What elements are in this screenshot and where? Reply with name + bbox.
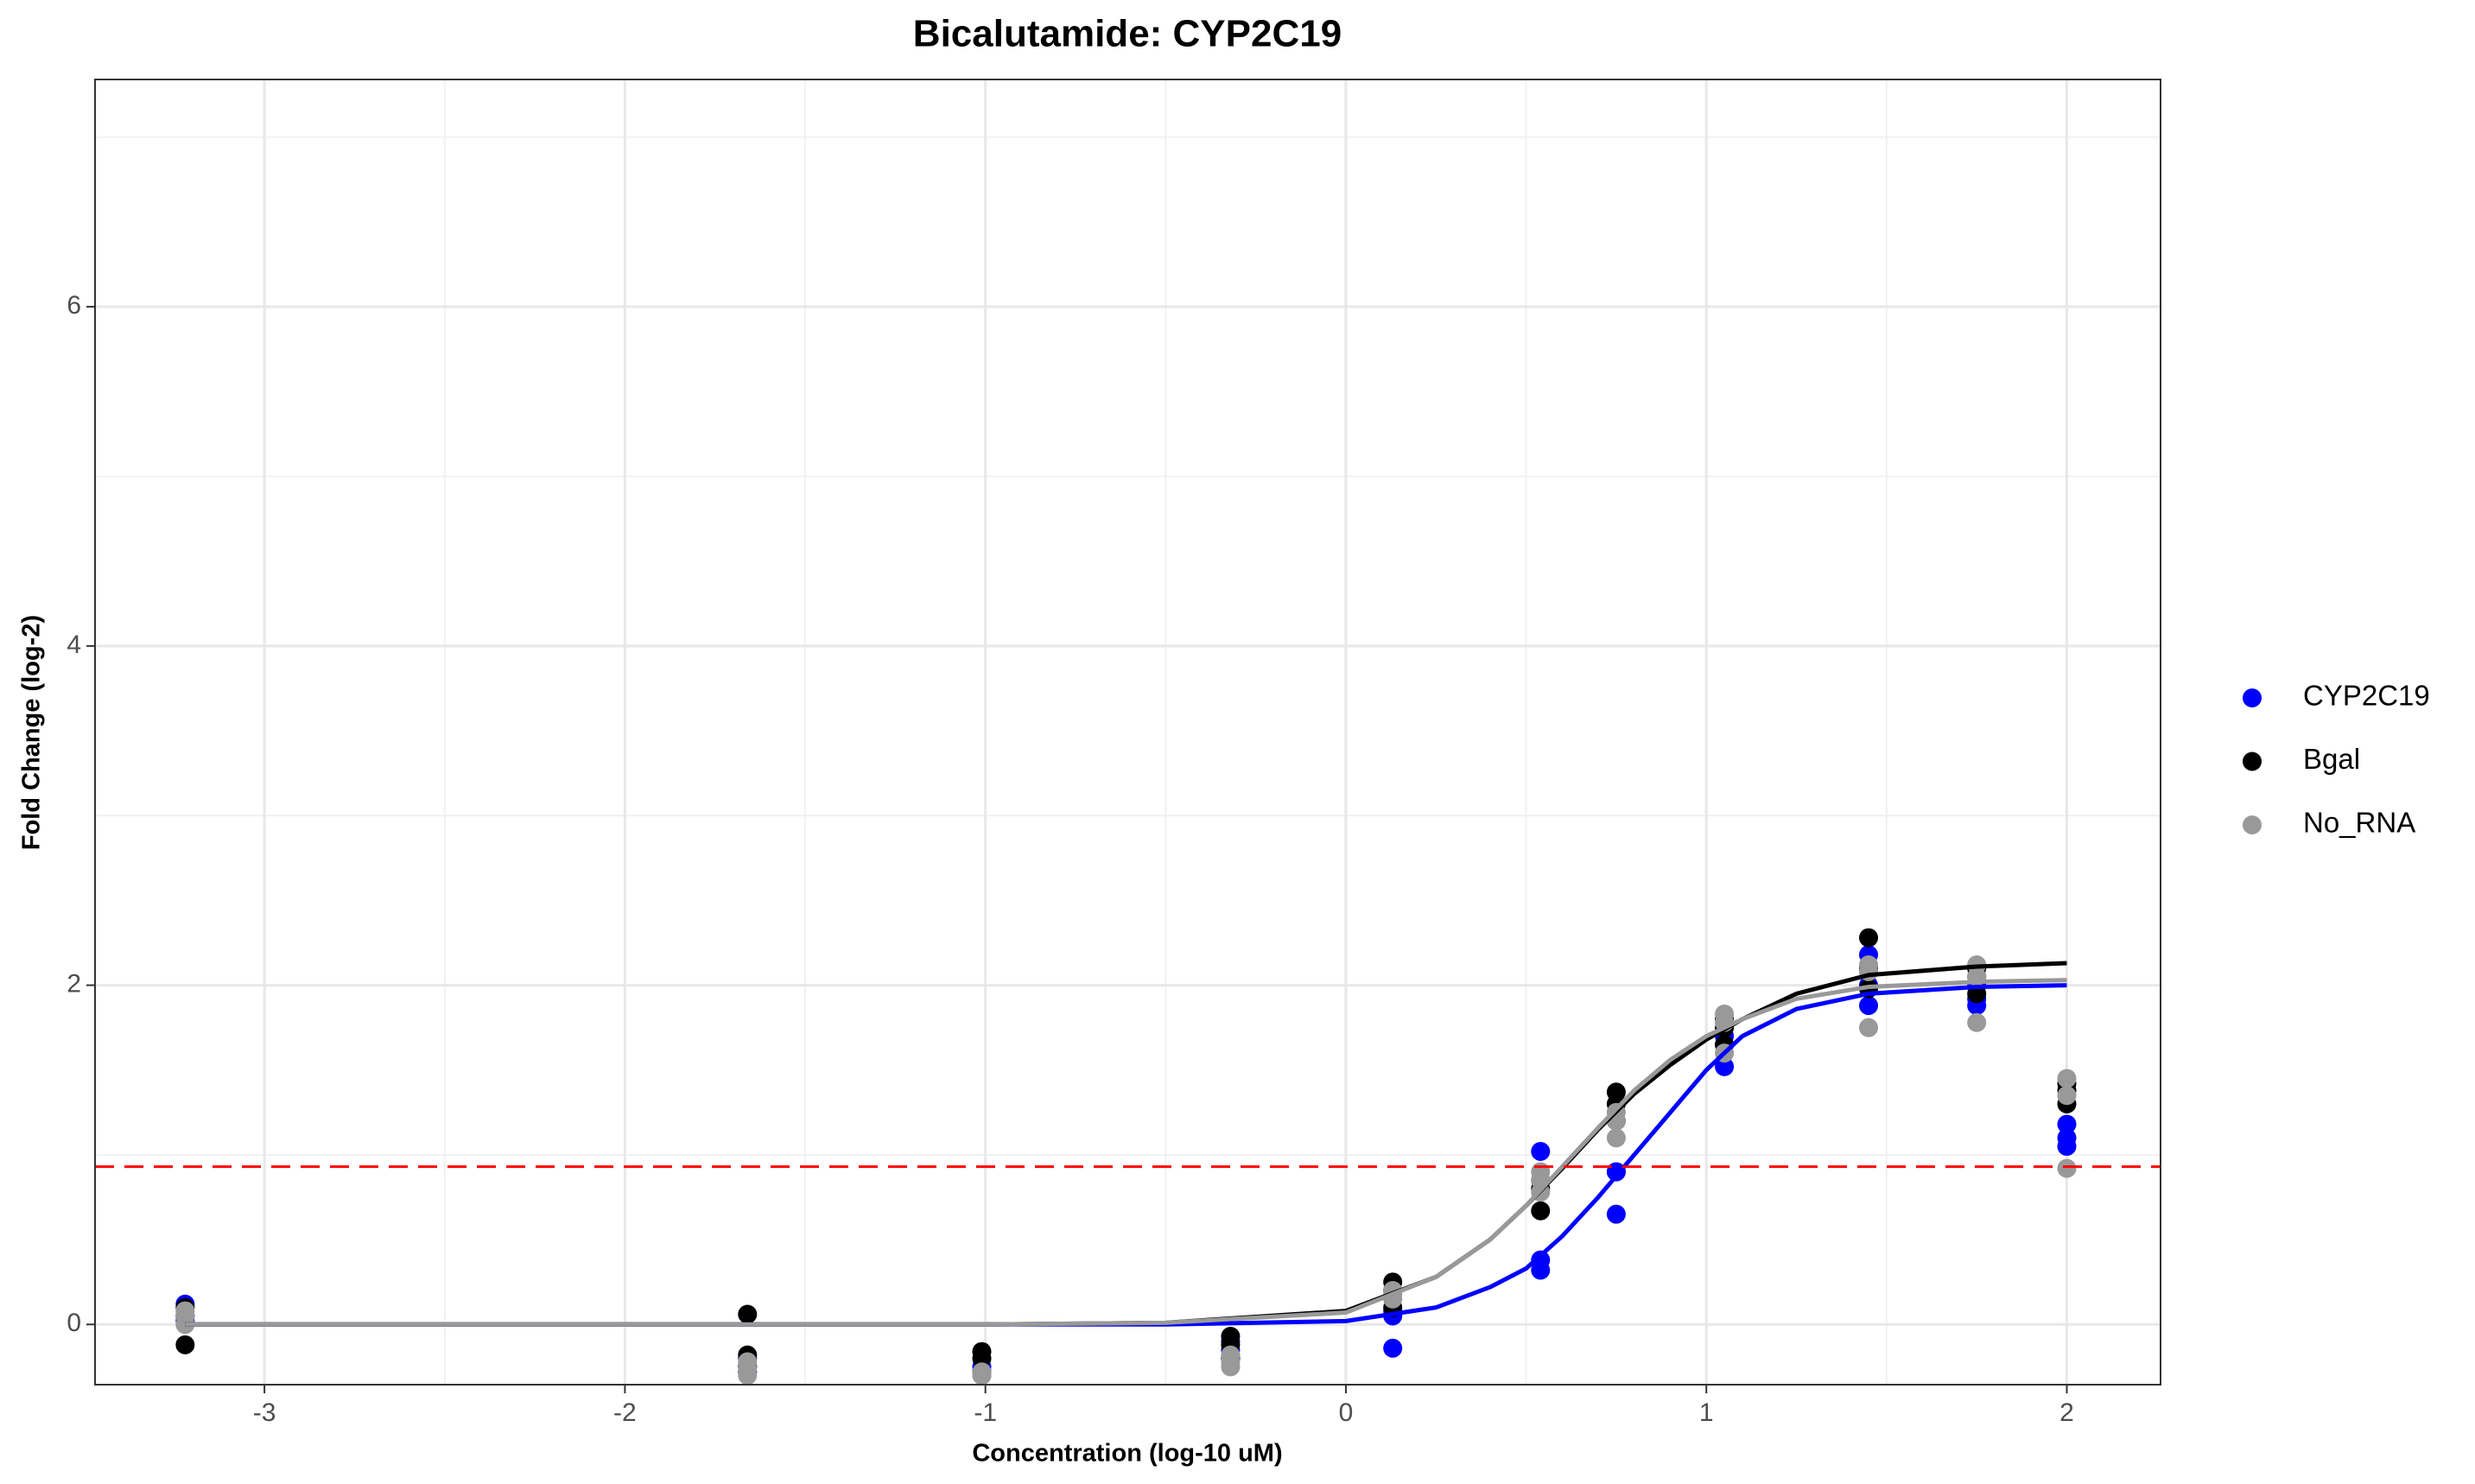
point — [1859, 955, 1879, 975]
x-tick-label: -1 — [974, 1398, 997, 1427]
legend-marker — [2243, 815, 2262, 834]
point — [175, 1301, 195, 1321]
point — [738, 1366, 758, 1386]
point — [1531, 1201, 1551, 1221]
plot-border — [94, 79, 2161, 1386]
y-tick-label: 0 — [67, 1309, 81, 1337]
legend-label: Bgal — [2303, 743, 2360, 775]
y-axis-title: Fold Change (log-2) — [18, 615, 46, 850]
point — [1606, 1204, 1626, 1224]
point — [1606, 1128, 1626, 1148]
point — [972, 1366, 992, 1386]
point — [2057, 1086, 2077, 1106]
point — [1859, 928, 1879, 948]
y-tick-label: 2 — [67, 969, 81, 998]
y-tick-label: 6 — [67, 291, 81, 320]
point — [1715, 1004, 1735, 1024]
point — [175, 1335, 195, 1354]
fit-curve — [185, 983, 2067, 1327]
legend-label: No_RNA — [2303, 807, 2415, 839]
x-tick-label: 1 — [1699, 1398, 1714, 1427]
x-tick-label: 0 — [1339, 1398, 1354, 1427]
point — [1715, 1056, 1735, 1076]
legend-label: CYP2C19 — [2303, 680, 2430, 712]
x-tick-label: -3 — [253, 1398, 276, 1427]
fit-curve — [185, 978, 2067, 1327]
point — [1383, 1338, 1403, 1358]
point — [1531, 1260, 1551, 1280]
point — [738, 1304, 758, 1324]
point — [2057, 1114, 2077, 1134]
legend-marker — [2243, 688, 2262, 707]
x-tick-label: 2 — [2059, 1398, 2074, 1427]
point — [1531, 1162, 1551, 1182]
point — [972, 1348, 992, 1368]
point — [2057, 1158, 2077, 1178]
point — [1859, 1018, 1879, 1037]
point — [1531, 1142, 1551, 1162]
point — [1967, 1012, 1987, 1032]
point — [2057, 1137, 2077, 1157]
y-tick-label: 4 — [67, 631, 81, 659]
point — [1859, 996, 1879, 1016]
x-tick-label: -2 — [613, 1398, 637, 1427]
point — [2057, 1069, 2077, 1088]
x-axis-title: Concentration (log-10 uM) — [972, 1440, 1282, 1468]
chart-title: Bicalutamide: CYP2C19 — [913, 13, 1342, 55]
legend-marker — [2243, 752, 2262, 771]
point — [1221, 1357, 1241, 1377]
